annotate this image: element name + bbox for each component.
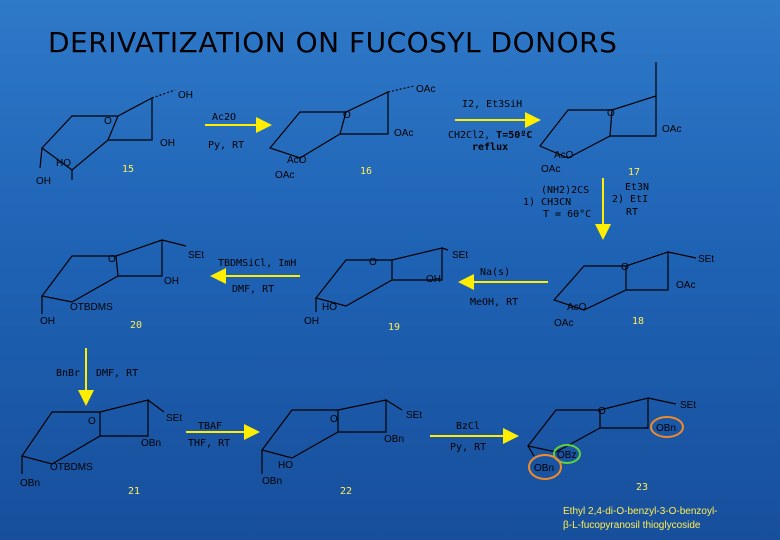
svg-text:O: O bbox=[343, 110, 351, 121]
compound-19: O SEt OH HO OH 19 bbox=[304, 247, 468, 333]
step-thioglycosylation: (NH2)2CS 1) CH3CN T = 60°C Et3N 2) EtI R… bbox=[523, 178, 649, 240]
svg-text:DMF, RT: DMF, RT bbox=[96, 368, 138, 379]
compound-number: 18 bbox=[632, 316, 644, 327]
highlight-circle-orange bbox=[650, 416, 684, 438]
step-benzylation: BnBr DMF, RT bbox=[56, 348, 138, 406]
svg-text:OH: OH bbox=[164, 276, 179, 287]
compound-number: 19 bbox=[388, 322, 400, 333]
svg-text:2) EtI: 2) EtI bbox=[612, 194, 648, 205]
svg-text:O: O bbox=[621, 262, 629, 273]
svg-text:OAc: OAc bbox=[676, 280, 695, 291]
compound-number: 17 bbox=[628, 167, 640, 178]
svg-text:OAc: OAc bbox=[554, 318, 573, 329]
svg-text:Py, RT: Py, RT bbox=[208, 140, 244, 151]
svg-text:OH: OH bbox=[304, 316, 319, 327]
svg-text:HO: HO bbox=[322, 302, 337, 313]
svg-text:(NH2)2CS: (NH2)2CS bbox=[541, 185, 589, 196]
svg-text:O: O bbox=[607, 108, 615, 119]
svg-text:OAc: OAc bbox=[541, 164, 560, 175]
svg-text:O: O bbox=[108, 254, 116, 265]
svg-text:O: O bbox=[330, 414, 338, 425]
svg-text:SEt: SEt bbox=[166, 413, 182, 424]
svg-text:BnBr: BnBr bbox=[56, 368, 80, 379]
svg-text:OBn: OBn bbox=[141, 438, 161, 449]
svg-text:OBn: OBn bbox=[656, 423, 676, 434]
svg-text:T = 60°C: T = 60°C bbox=[543, 209, 591, 220]
svg-text:1) CH3CN: 1) CH3CN bbox=[523, 197, 571, 208]
svg-text:O: O bbox=[88, 416, 96, 427]
compound-20: O SEt OH OTBDMS OH 20 bbox=[40, 239, 204, 331]
svg-text:OBn: OBn bbox=[384, 434, 404, 445]
compound-number: 15 bbox=[122, 164, 134, 175]
svg-text:OH: OH bbox=[40, 316, 55, 327]
svg-text:AcO: AcO bbox=[567, 302, 587, 313]
svg-text:OH: OH bbox=[160, 138, 175, 149]
svg-text:TBAF: TBAF bbox=[198, 421, 222, 432]
step-benzoylation: BzCl Py, RT bbox=[430, 421, 519, 453]
svg-text:OBn: OBn bbox=[534, 463, 554, 474]
svg-text:SEt: SEt bbox=[452, 250, 468, 261]
svg-text:RT: RT bbox=[626, 207, 638, 218]
svg-text:OH: OH bbox=[178, 90, 193, 101]
compound-number: 23 bbox=[636, 482, 648, 493]
svg-text:OTBDMS: OTBDMS bbox=[50, 462, 93, 473]
svg-text:DMF, RT: DMF, RT bbox=[232, 284, 274, 295]
svg-text:OAc: OAc bbox=[275, 170, 294, 181]
svg-text:BzCl: BzCl bbox=[456, 421, 480, 432]
svg-text:HO: HO bbox=[278, 460, 293, 471]
svg-text:AcO: AcO bbox=[554, 150, 574, 161]
compound-17: O OAc AcO OAc 17 bbox=[539, 62, 681, 178]
svg-text:Na(s): Na(s) bbox=[480, 267, 510, 278]
compound-number: 20 bbox=[130, 320, 142, 331]
svg-text:OAc: OAc bbox=[394, 128, 413, 139]
svg-text:Ac2O: Ac2O bbox=[212, 112, 236, 123]
page-title: DERIVATIZATION ON FUCOSYL DONORS bbox=[48, 26, 617, 59]
svg-text:OBn: OBn bbox=[20, 478, 40, 489]
step-acetylation: Ac2O Py, RT bbox=[205, 112, 272, 151]
svg-text:OAc: OAc bbox=[662, 124, 681, 135]
svg-text:β-L-fucopyranosil thioglycosid: β-L-fucopyranosil thioglycoside bbox=[563, 520, 701, 531]
svg-text:SEt: SEt bbox=[698, 254, 714, 265]
step-silylation: TBDMSiCl, ImH DMF, RT bbox=[210, 258, 300, 295]
svg-text:MeOH, RT: MeOH, RT bbox=[470, 297, 518, 308]
compound-number: 16 bbox=[360, 166, 372, 177]
compound-number: 21 bbox=[128, 486, 140, 497]
svg-text:OH: OH bbox=[426, 274, 441, 285]
svg-text:SEt: SEt bbox=[406, 410, 422, 421]
svg-text:OAc: OAc bbox=[416, 84, 435, 95]
svg-text:CH2Cl2, T=50ºC: CH2Cl2, T=50ºC bbox=[448, 130, 532, 141]
svg-text:O: O bbox=[369, 257, 377, 268]
svg-text:AcO: AcO bbox=[287, 155, 307, 166]
svg-text:OBz: OBz bbox=[557, 450, 576, 461]
compound-23: O SEt OBn OBz OBn 23 bbox=[526, 397, 696, 493]
svg-text:OH: OH bbox=[36, 176, 51, 187]
svg-text:OTBDMS: OTBDMS bbox=[70, 302, 113, 313]
compound-18: O SEt OAc AcO OAc 18 bbox=[552, 251, 714, 329]
svg-text:Py, RT: Py, RT bbox=[450, 442, 486, 453]
compound-22: O SEt OBn HO OBn 22 bbox=[260, 399, 422, 497]
compound-21: O SEt OBn OTBDMS OBn 21 bbox=[20, 399, 182, 497]
compound-number: 22 bbox=[340, 486, 352, 497]
compound-16: O OAc OAc AcO OAc 16 bbox=[268, 84, 435, 181]
product-name: Ethyl 2,4-di-O-benzyl-3-O-benzoyl- β-L-f… bbox=[563, 506, 718, 531]
highlight-circle-green bbox=[553, 444, 581, 464]
svg-text:OBn: OBn bbox=[262, 476, 282, 487]
svg-text:Ethyl 2,4-di-O-benzyl-3-O-benz: Ethyl 2,4-di-O-benzyl-3-O-benzoyl- bbox=[563, 506, 718, 517]
highlight-circle-orange bbox=[528, 454, 562, 480]
svg-text:THF, RT: THF, RT bbox=[188, 438, 230, 449]
svg-text:Et3N: Et3N bbox=[625, 182, 649, 193]
step-deacetylation: Na(s) MeOH, RT bbox=[458, 267, 548, 308]
svg-text:SEt: SEt bbox=[680, 400, 696, 411]
svg-text:TBDMSiCl, ImH: TBDMSiCl, ImH bbox=[218, 258, 296, 269]
step-desilylation: TBAF THF, RT bbox=[186, 421, 260, 449]
step-reduction: I2, Et3SiH CH2Cl2, T=50ºC reflux bbox=[448, 99, 541, 153]
svg-text:O: O bbox=[104, 116, 112, 127]
svg-text:HO: HO bbox=[56, 158, 71, 169]
svg-text:O: O bbox=[598, 406, 606, 417]
svg-text:SEt: SEt bbox=[188, 250, 204, 261]
svg-text:reflux: reflux bbox=[472, 142, 508, 153]
compound-15: O OH OH HO OH 15 bbox=[36, 89, 193, 187]
svg-text:I2, Et3SiH: I2, Et3SiH bbox=[462, 99, 522, 110]
